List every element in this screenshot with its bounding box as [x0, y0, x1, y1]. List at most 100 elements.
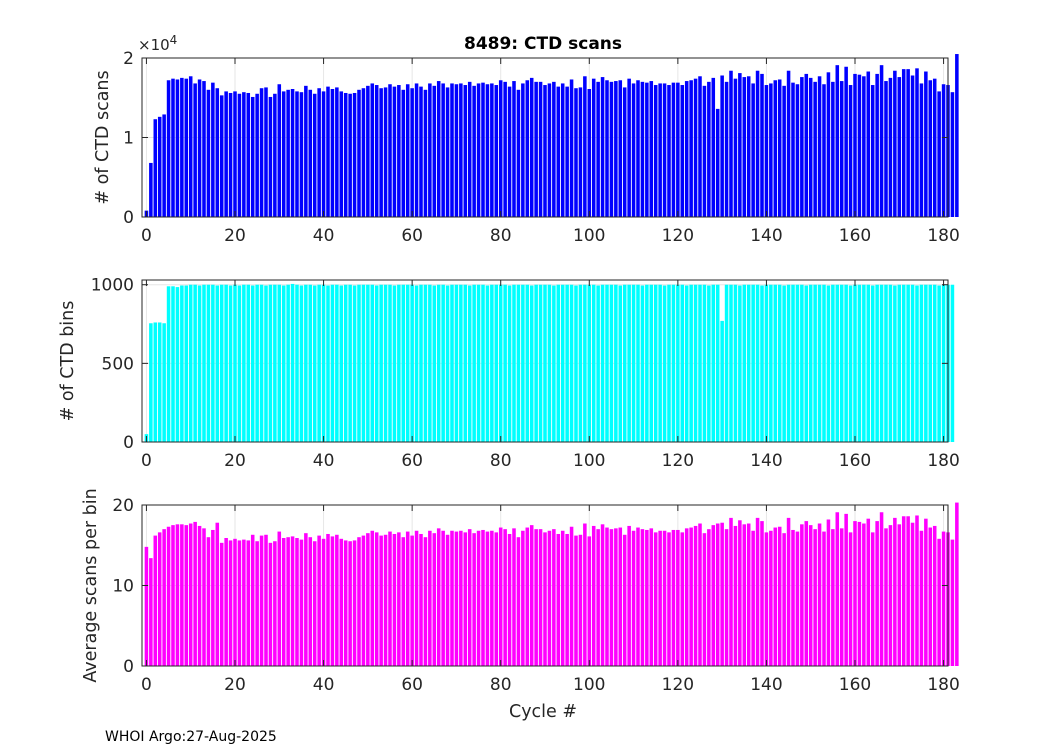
y-axis-label-avg: Average scans per bin	[81, 488, 101, 682]
bar-avg	[255, 541, 259, 666]
bar-bins	[684, 285, 689, 442]
x-tick-label: 20	[224, 226, 246, 246]
x-tick-label: 120	[662, 226, 694, 246]
bar-scans	[676, 82, 680, 218]
bar-avg	[919, 530, 924, 666]
bar-avg	[299, 539, 304, 666]
bar-avg	[800, 524, 804, 666]
bar-scans	[255, 93, 259, 217]
bar-avg	[631, 530, 636, 666]
bar-bins	[405, 284, 410, 442]
bar-avg	[410, 535, 414, 666]
bar-avg	[366, 533, 370, 666]
bar-bins	[206, 284, 211, 442]
bar-bins	[392, 285, 397, 442]
bar-avg	[397, 532, 401, 666]
bar-avg	[472, 533, 476, 666]
bar-scans	[924, 71, 928, 217]
bar-avg	[211, 529, 215, 666]
bar-scans	[157, 116, 162, 217]
x-tick-label: 140	[750, 226, 782, 246]
bar-avg	[326, 533, 330, 666]
bar-bins	[237, 285, 242, 442]
bar-bins	[547, 284, 552, 442]
bar-bins	[370, 284, 375, 442]
bar-avg	[853, 521, 857, 666]
bar-bins	[901, 284, 906, 442]
bar-bins	[622, 284, 627, 442]
bar-bins	[804, 285, 809, 442]
bar-bins	[299, 285, 304, 442]
bar-scans	[884, 81, 888, 217]
y-tick-label: 2	[123, 49, 134, 69]
bar-bins	[193, 284, 197, 442]
bar-scans	[476, 83, 481, 217]
bar-avg	[166, 526, 171, 666]
bar-avg	[888, 525, 893, 667]
x-tick-label: 160	[839, 451, 871, 471]
bar-bins	[281, 285, 286, 442]
bar-bins	[897, 284, 902, 442]
bar-bins	[374, 285, 379, 442]
bar-scans	[906, 69, 910, 217]
bar-scans	[193, 83, 197, 217]
bar-scans	[388, 84, 392, 218]
bar-avg	[153, 535, 158, 666]
bar-scans	[366, 85, 370, 217]
bar-avg	[157, 532, 162, 666]
x-tick-label: 100	[573, 226, 605, 246]
bar-avg	[498, 527, 503, 666]
bar-bins	[175, 287, 180, 442]
bar-scans	[729, 70, 733, 217]
bar-scans	[782, 85, 786, 217]
bar-bins	[552, 285, 556, 442]
bar-bins	[441, 284, 445, 442]
bar-scans	[760, 73, 764, 218]
bar-scans	[498, 80, 503, 217]
bar-scans	[494, 85, 499, 217]
bar-scans	[543, 85, 547, 217]
bar-avg	[459, 530, 463, 666]
bar-avg	[569, 526, 574, 666]
bar-avg	[246, 540, 251, 666]
bar-bins	[202, 284, 206, 442]
bar-bins	[893, 285, 897, 442]
bar-avg	[711, 525, 716, 667]
bar-scans	[653, 85, 658, 217]
bar-bins	[826, 285, 831, 442]
bar-bins	[521, 284, 525, 442]
bar-scans	[645, 82, 649, 218]
bar-scans	[640, 81, 645, 217]
bar-bins	[884, 284, 888, 442]
bar-avg	[405, 531, 410, 666]
bar-avg	[782, 533, 786, 666]
bar-bins	[264, 285, 268, 442]
bar-avg	[755, 517, 760, 666]
bar-avg	[618, 527, 623, 666]
bar-avg	[738, 520, 742, 666]
bar-scans	[233, 91, 237, 217]
y-tick-label: 500	[102, 354, 134, 374]
bar-bins	[667, 284, 671, 442]
bar-bins	[219, 284, 224, 442]
bar-avg	[445, 534, 450, 666]
bar-bins	[738, 285, 742, 442]
bar-bins	[822, 284, 826, 442]
bar-bins	[658, 284, 662, 442]
bar-avg	[233, 538, 237, 666]
bar-scans	[538, 81, 543, 217]
bar-avg	[667, 532, 671, 666]
x-tick-label: 80	[490, 675, 512, 695]
x-tick-label: 20	[224, 675, 246, 695]
bar-scans	[512, 81, 516, 217]
bar-avg	[715, 523, 720, 666]
bar-bins	[587, 284, 592, 442]
bar-bins	[321, 284, 326, 442]
bar-scans	[813, 81, 817, 217]
bar-scans	[560, 83, 565, 217]
bar-scans	[932, 78, 937, 217]
bar-avg	[432, 533, 437, 666]
bar-scans	[379, 88, 383, 218]
bar-avg	[653, 532, 658, 666]
exponent-power: 4	[170, 33, 178, 47]
